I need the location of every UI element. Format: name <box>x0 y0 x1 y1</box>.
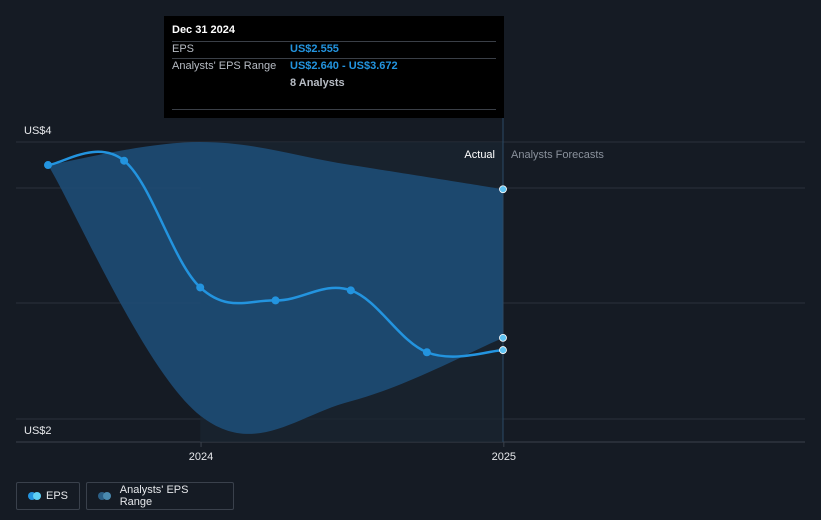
tooltip-divider <box>172 41 496 42</box>
analysts-forecasts-label: Analysts Forecasts <box>511 149 604 161</box>
y-tick-label-bottom: US$2 <box>24 425 52 437</box>
eps-point <box>499 346 507 354</box>
tooltip-divider <box>172 58 496 59</box>
eps-legend-icon <box>28 492 41 500</box>
legend-range-button[interactable]: Analysts' EPS Range <box>86 482 234 510</box>
tooltip-range-label: Analysts' EPS Range <box>172 60 277 72</box>
eps-point <box>346 286 355 295</box>
eps-point <box>196 283 205 292</box>
range-endpoints <box>499 185 507 342</box>
range-endpoint <box>499 333 507 342</box>
range-legend-icon <box>98 492 112 500</box>
range-endpoint <box>499 185 507 194</box>
data-tooltip: Dec 31 2024 EPS US$2.555 Analysts' EPS R… <box>164 16 504 118</box>
tooltip-analysts-count: 8 Analysts <box>290 77 345 89</box>
eps-point <box>271 296 280 305</box>
x-tick-label-2024: 2024 <box>189 451 213 463</box>
y-tick-label-top: US$4 <box>24 125 52 137</box>
tooltip-eps-value: US$2.555 <box>290 43 339 55</box>
eps-point <box>422 348 431 357</box>
eps-point <box>44 161 52 170</box>
legend-range-label: Analysts' EPS Range <box>119 484 189 508</box>
tooltip-divider <box>172 109 496 110</box>
analysts-eps-range-area <box>48 142 503 434</box>
actual-label: Actual <box>464 149 495 161</box>
legend-eps-label: EPS <box>45 490 68 502</box>
eps-point <box>120 156 129 165</box>
tooltip-date: Dec 31 2024 <box>172 24 235 36</box>
x-tick-label-2025: 2025 <box>492 451 516 463</box>
tooltip-eps-label: EPS <box>172 43 195 55</box>
eps-points <box>44 156 507 357</box>
legend-eps-button[interactable]: EPS <box>16 482 80 510</box>
tooltip-range-value: US$2.640 - US$3.672 <box>290 60 398 72</box>
